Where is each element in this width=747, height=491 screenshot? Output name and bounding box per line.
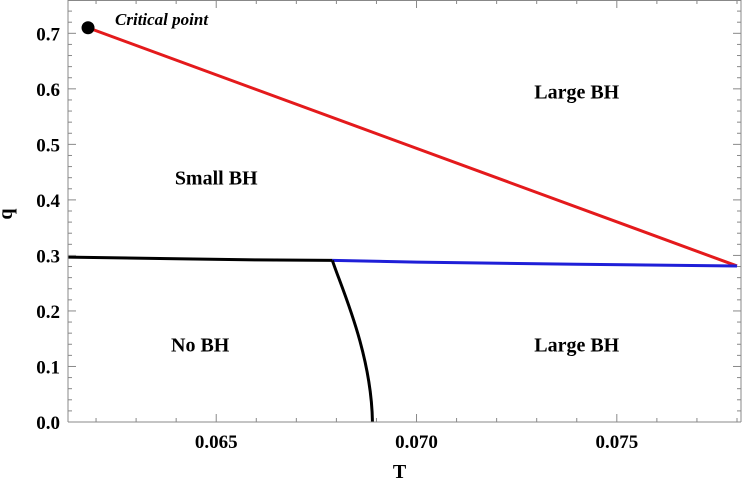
region-label: No BH — [171, 334, 230, 356]
region-label: Large BH — [534, 334, 619, 356]
critical-point-label: Critical point — [115, 10, 209, 29]
y-tick-label: 0.7 — [36, 24, 60, 45]
series-line-1 — [67, 255, 333, 262]
curves-layer — [67, 21, 738, 423]
y-tick-label: 0.6 — [36, 80, 60, 101]
x-tick-label: 0.065 — [195, 432, 238, 453]
x-tick-label: 0.070 — [395, 432, 438, 453]
x-tick-label: 0.075 — [595, 432, 638, 453]
plot-frame — [67, 0, 742, 423]
region-label: Small BH — [175, 168, 258, 190]
series-line-2 — [332, 258, 738, 268]
ticks-layer — [68, 0, 741, 423]
y-tick-label: 0.5 — [36, 135, 60, 156]
y-axis-title: q — [0, 208, 17, 219]
y-tick-label: 0.3 — [36, 246, 60, 267]
critical-point-marker — [81, 21, 95, 35]
series-line-3 — [330, 259, 374, 423]
y-tick-label: 0.4 — [36, 191, 60, 212]
y-tick-label: 0.1 — [36, 357, 60, 378]
y-tick-label: 0.0 — [36, 413, 60, 434]
region-label: Large BH — [534, 82, 619, 104]
x-axis-title: T — [393, 461, 407, 483]
y-tick-label: 0.2 — [36, 302, 60, 323]
labels-layer: 0.065 0.070 0.075 0.0 0.1 0.2 0.3 0.4 0.5 0.6 0.7 T… — [0, 10, 638, 483]
series-line-0 — [87, 26, 738, 268]
